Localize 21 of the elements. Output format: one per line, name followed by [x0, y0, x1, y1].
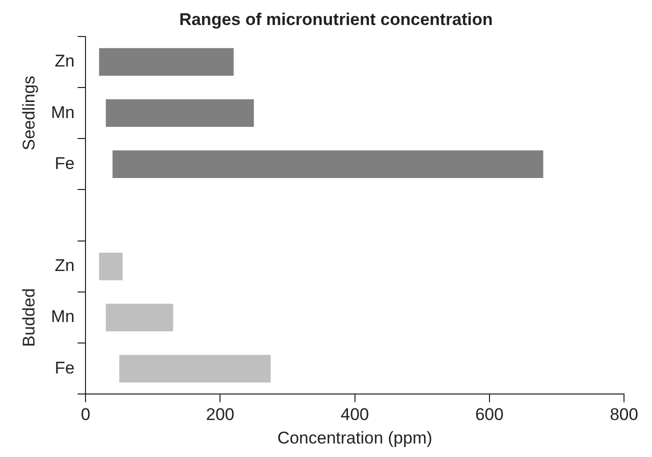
bar — [106, 99, 254, 127]
x-tick-label: 0 — [80, 405, 90, 424]
y-tick-label: Fe — [54, 154, 75, 173]
x-tick-label: 800 — [610, 405, 638, 424]
x-tick-label: 600 — [475, 405, 504, 424]
chart-title: Ranges of micronutrient concentration — [179, 10, 493, 29]
x-tick-label: 200 — [206, 405, 234, 424]
bar — [112, 150, 544, 178]
y-tick-label: Zn — [54, 52, 75, 71]
bar — [106, 304, 174, 332]
bar — [99, 48, 234, 76]
text: Budded — [20, 288, 39, 347]
y-tick-label: Mn — [50, 102, 75, 122]
bar — [119, 354, 271, 382]
y-tick-label: Zn — [54, 256, 75, 276]
y-tick-label: Fe — [54, 358, 75, 378]
bar — [99, 252, 123, 280]
text: Seedlings — [20, 76, 39, 150]
x-tick-label: 400 — [340, 405, 369, 424]
y-tick-label: Mn — [50, 307, 75, 326]
x-axis-title: Concentration (ppm) — [277, 428, 432, 448]
